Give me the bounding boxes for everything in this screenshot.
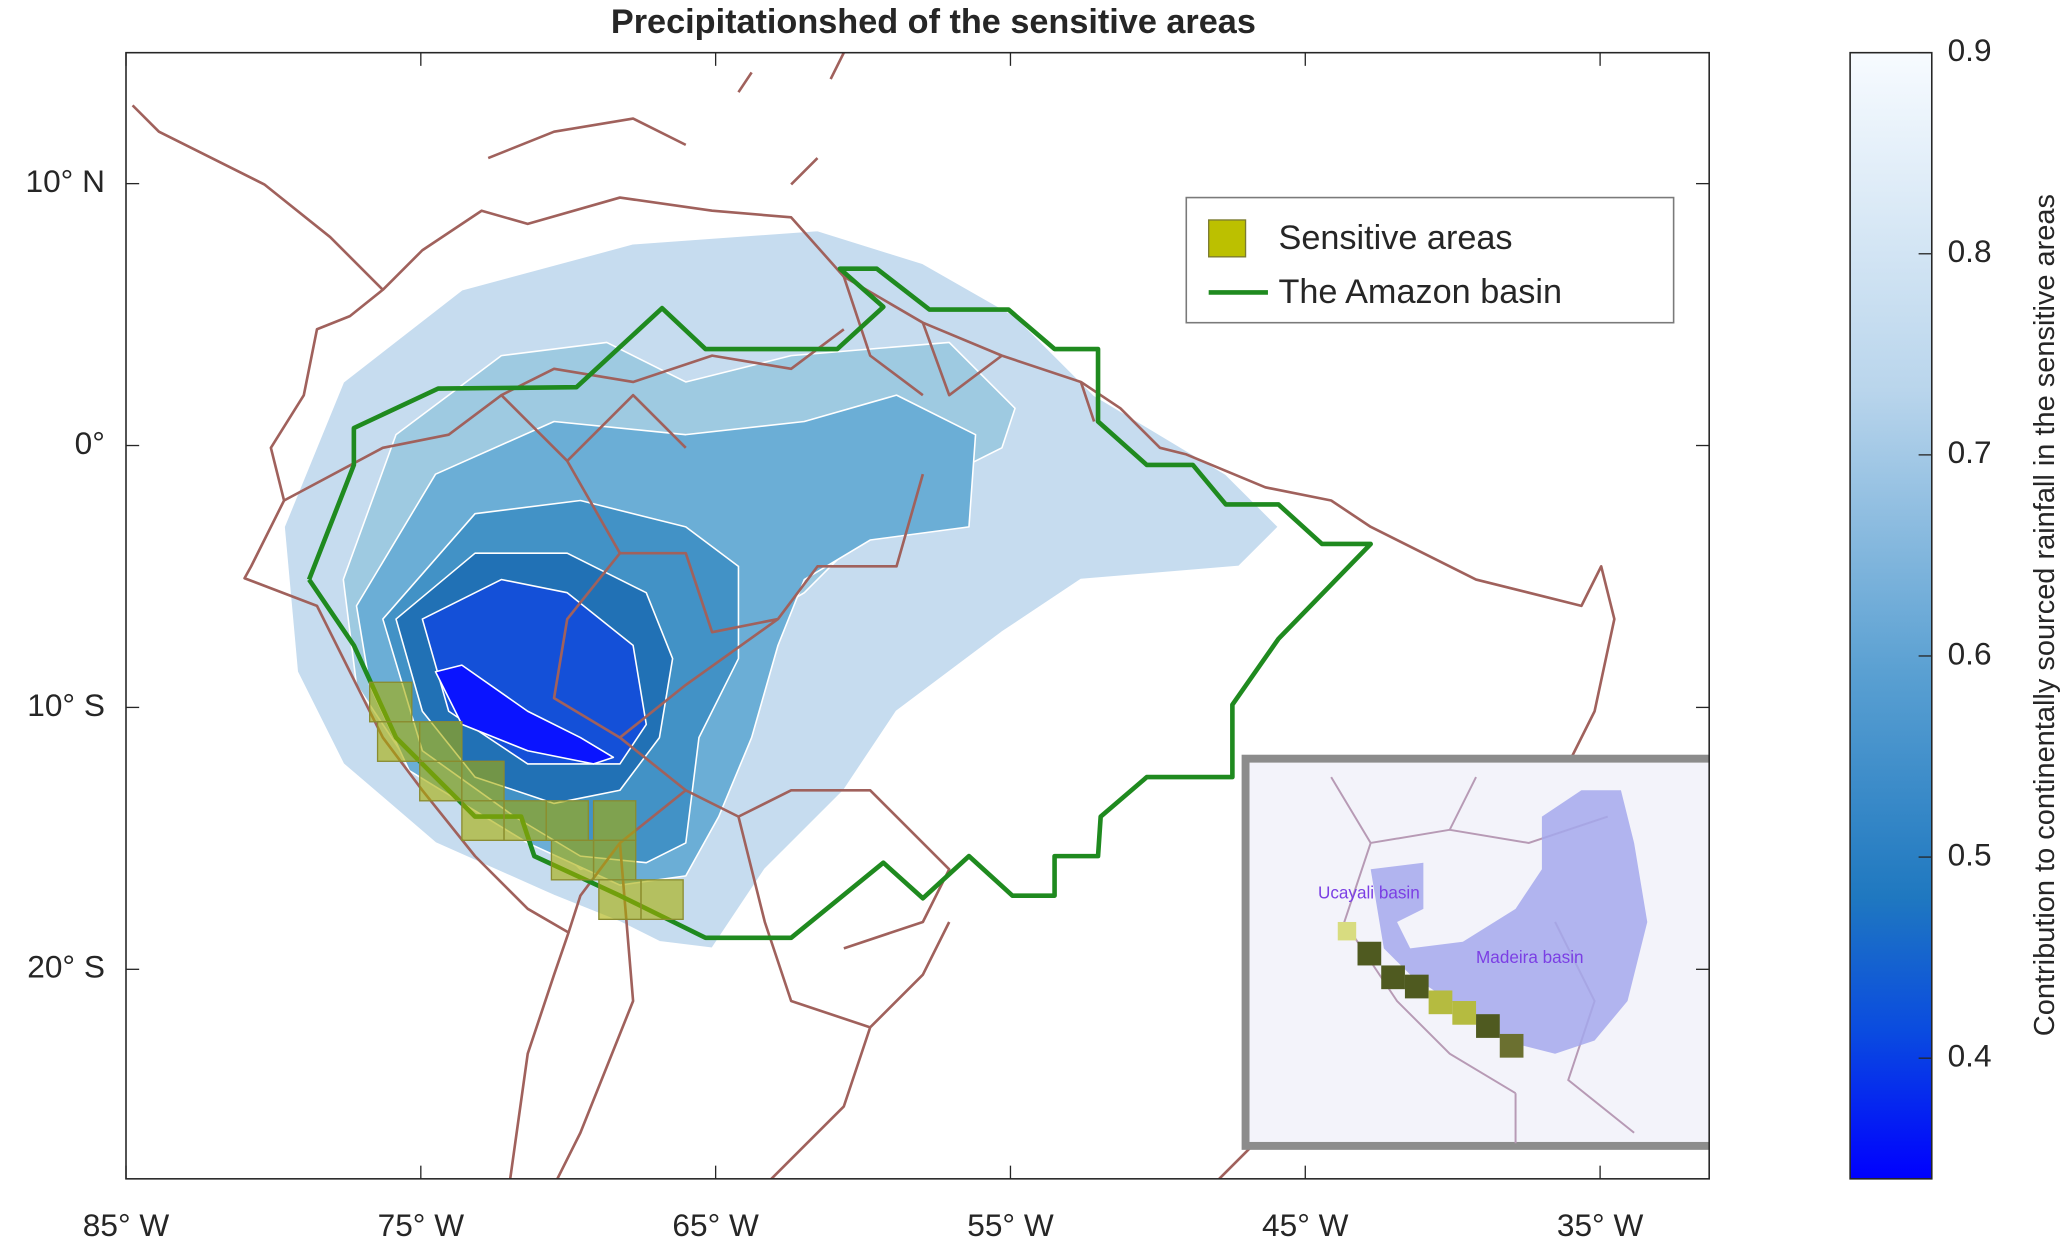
- legend-label: Sensitive areas: [1278, 219, 1512, 257]
- inset-area: [1428, 990, 1453, 1015]
- island: [487, 52, 846, 186]
- inset-area: [1404, 974, 1429, 999]
- plot-frame: [125, 51, 1710, 1180]
- y-tick-label: 20° S: [27, 949, 105, 985]
- contour-level: [434, 664, 615, 765]
- legend: Sensitive areas The Amazon basin: [1185, 196, 1675, 324]
- legend-box: [1185, 196, 1675, 324]
- sensitive-area: [461, 800, 505, 841]
- inset-area: [1337, 921, 1357, 941]
- inset-area: [1381, 965, 1405, 990]
- colorbar-tick-label: 0.8: [1948, 233, 1992, 269]
- inset-area: [1476, 1014, 1500, 1038]
- sensitive-area: [503, 800, 547, 841]
- inset-label: Ucayali basin: [1318, 883, 1420, 902]
- y-tick-label: 10° S: [27, 687, 105, 723]
- sensitive-area: [550, 839, 595, 881]
- colorbar: [1849, 51, 1933, 1180]
- colorbar-tick-label: 0.4: [1948, 1038, 1992, 1074]
- sensitive-area: [376, 721, 421, 762]
- inset-area: [1452, 1001, 1477, 1025]
- x-tick-label: 55° W: [967, 1207, 1054, 1243]
- inset: Ucayali basin Madeira basin: [1241, 754, 1710, 1150]
- x-tick-label: 65° W: [672, 1207, 759, 1243]
- inset-label: Madeira basin: [1476, 948, 1583, 967]
- chart-title: Precipitationshed of the sensitive areas: [611, 3, 1256, 41]
- x-tick-label: 75° W: [378, 1207, 465, 1243]
- y-tick-label: 0°: [75, 425, 105, 461]
- sensitive-area: [592, 839, 637, 881]
- sensitive-area: [419, 721, 463, 762]
- legend-symbol: [1208, 219, 1247, 258]
- colorbar-label: Contribution to continentally sourced ra…: [2029, 194, 2061, 1036]
- x-tick-label: 45° W: [1262, 1207, 1349, 1243]
- sensitive-area: [545, 800, 589, 841]
- legend-label: The Amazon basin: [1278, 273, 1562, 311]
- sensitive-area: [592, 800, 637, 841]
- inset-area: [1499, 1033, 1524, 1058]
- sensitive-area: [640, 879, 684, 921]
- colorbar-tick-label: 0.6: [1948, 635, 1992, 671]
- sensitive-area: [419, 760, 463, 802]
- sensitive-area: [461, 760, 505, 802]
- map-area: Ucayali basin Madeira basin Sensitive ar…: [131, 52, 1710, 1179]
- colorbar-tick-label: 0.7: [1948, 434, 1992, 470]
- x-tick-label: 85° W: [83, 1207, 170, 1243]
- y-tick-label: 10° N: [26, 163, 105, 199]
- colorbar-tick-label: 0.9: [1948, 32, 1992, 68]
- sensitive-area: [369, 681, 413, 723]
- sensitive-areas: [369, 681, 684, 921]
- inset-area: [1357, 941, 1382, 966]
- inset-basins: [1370, 790, 1648, 1054]
- colorbar-tick-label: 0.5: [1948, 836, 1992, 872]
- x-tick-label: 35° W: [1557, 1207, 1644, 1243]
- sensitive-area: [598, 879, 642, 921]
